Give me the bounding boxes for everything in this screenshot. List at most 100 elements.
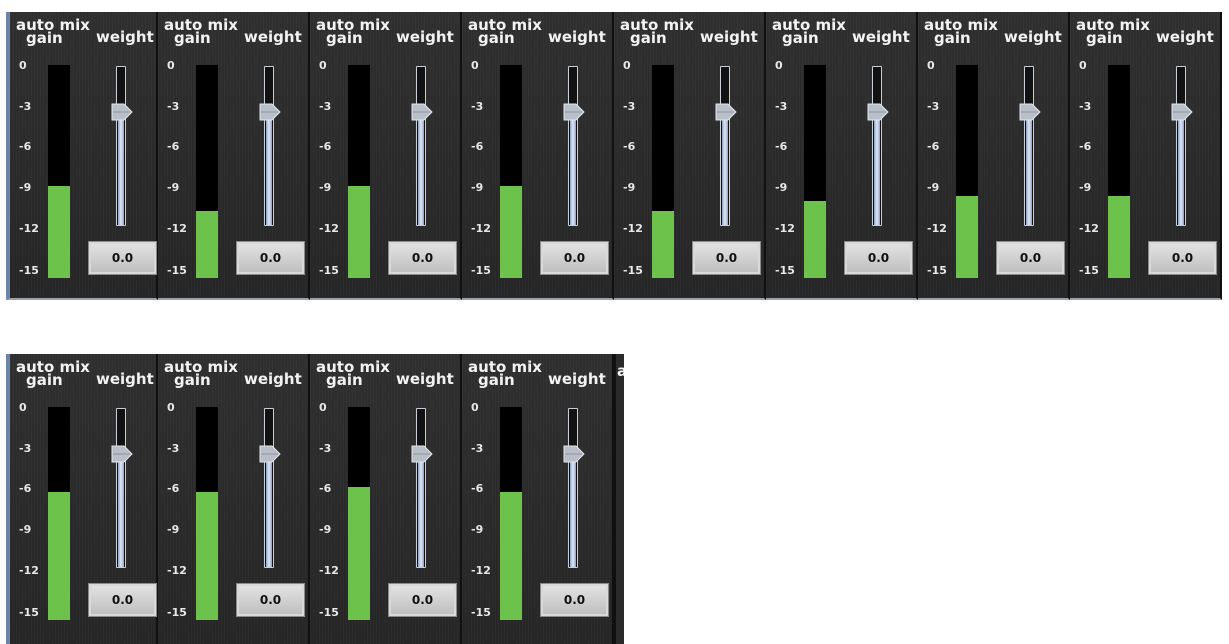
gain-meter — [1108, 65, 1130, 278]
weight-value-field[interactable]: 0.0 — [540, 583, 609, 617]
scale-tick-label: -12 — [19, 222, 39, 235]
scale-tick-label: 0 — [927, 59, 935, 72]
weight-label: weight — [244, 370, 302, 388]
weight-fader-track[interactable] — [1024, 66, 1034, 226]
gain-meter-level — [348, 186, 370, 278]
channel-strip: auto mix gain weight 0 -3 -6 -9 -12 -15 0.0 — [310, 12, 462, 300]
weight-fader-track[interactable] — [568, 408, 578, 568]
scale-tick-label: -15 — [927, 264, 947, 277]
weight-label: weight — [396, 370, 454, 388]
weight-label: weight — [96, 370, 154, 388]
channel-strip: auto mix gain weight 0 -3 -6 -9 -12 -15 0.0 — [462, 354, 614, 644]
weight-fader-track[interactable] — [416, 408, 426, 568]
gain-meter-level — [500, 186, 522, 278]
weight-fader-handle[interactable] — [410, 102, 434, 122]
weight-fader-fill — [418, 111, 424, 225]
auto-mix-gain-label: auto mix gain — [316, 18, 406, 47]
channel-strip: auto mix gain weight 0 -3 -6 -9 -12 -15 0.0 — [614, 12, 766, 300]
gain-label-line1: auto mix — [924, 16, 998, 34]
weight-fader-track[interactable] — [720, 66, 730, 226]
mixer-row-1: auto mix gain weight 0 -3 -6 -9 -12 -15 0.0 auto m… — [6, 12, 1222, 300]
weight-value-field[interactable]: 0.0 — [236, 241, 305, 275]
scale-tick-label: -9 — [927, 181, 940, 194]
weight-value-field[interactable]: 0.0 — [388, 241, 457, 275]
weight-fader-track[interactable] — [264, 66, 274, 226]
weight-label: weight — [1004, 28, 1062, 46]
auto-mix-gain-label: auto mix gain — [16, 360, 106, 388]
weight-fader-fill — [266, 111, 272, 225]
channel-strip: auto mix gain weight 0 -3 -6 -9 -12 -15 0.0 — [1070, 12, 1222, 300]
scale-tick-label: -6 — [19, 140, 32, 153]
gain-label-line2: gain — [478, 371, 515, 389]
scale-tick-label: 0 — [319, 401, 327, 414]
gain-meter-level — [48, 492, 70, 620]
weight-fader-handle[interactable] — [866, 102, 890, 122]
gain-label-line2: gain — [174, 29, 211, 47]
scale-tick-label: -6 — [1079, 140, 1092, 153]
weight-value-field[interactable]: 0.0 — [236, 583, 305, 617]
weight-value-field[interactable]: 0.0 — [996, 241, 1065, 275]
gain-meter-level — [500, 492, 522, 620]
weight-fader-fill — [874, 111, 880, 225]
weight-label: weight — [548, 370, 606, 388]
weight-fader-track[interactable] — [1176, 66, 1186, 226]
weight-fader-track[interactable] — [264, 408, 274, 568]
scale-tick-label: -12 — [19, 564, 39, 577]
weight-fader-handle[interactable] — [410, 444, 434, 464]
weight-value-field[interactable]: 0.0 — [88, 241, 157, 275]
weight-fader-track[interactable] — [116, 66, 126, 226]
scale-tick-label: -3 — [775, 100, 788, 113]
weight-value-field[interactable]: 0.0 — [1148, 241, 1217, 275]
gain-label-line2: gain — [326, 29, 363, 47]
weight-value-field[interactable]: 0.0 — [88, 583, 157, 617]
scale-tick-label: -12 — [471, 564, 491, 577]
weight-fader-handle[interactable] — [562, 102, 586, 122]
weight-label: weight — [700, 28, 758, 46]
gain-label-line1: auto mix — [1076, 16, 1150, 34]
scale-tick-label: -3 — [167, 442, 180, 455]
scale-tick-label: -3 — [19, 100, 32, 113]
scale-tick-label: -6 — [319, 140, 332, 153]
weight-fader-handle[interactable] — [714, 102, 738, 122]
weight-fader-track[interactable] — [568, 66, 578, 226]
weight-fader-track[interactable] — [116, 408, 126, 568]
weight-fader-handle[interactable] — [1018, 102, 1042, 122]
scale-tick-label: -12 — [167, 564, 187, 577]
weight-value-field[interactable]: 0.0 — [844, 241, 913, 275]
scale-tick-label: 0 — [471, 59, 479, 72]
weight-fader-handle[interactable] — [258, 102, 282, 122]
weight-fader-fill — [570, 453, 576, 567]
weight-fader-track[interactable] — [416, 66, 426, 226]
scale-tick-label: -6 — [167, 482, 180, 495]
scale-tick-label: -3 — [1079, 100, 1092, 113]
auto-mix-gain-label: auto mix gain — [620, 18, 710, 46]
gain-meter — [500, 65, 522, 278]
scale-tick-label: -6 — [775, 140, 788, 153]
weight-value-field[interactable]: 0.0 — [692, 241, 761, 275]
gain-label-line1: auto mix — [316, 358, 390, 376]
channel-strip: auto mix gain weight 0 -3 -6 -9 -12 -15 0.0 — [6, 12, 158, 300]
gain-meter-level — [196, 211, 218, 278]
scale-tick-label: -9 — [167, 181, 180, 194]
weight-value-field[interactable]: 0.0 — [388, 583, 457, 617]
gain-label-line2: gain — [478, 29, 515, 47]
gain-label-line1: auto mix — [468, 16, 542, 34]
scale-tick-label: -9 — [19, 523, 32, 536]
weight-value-field[interactable]: 0.0 — [540, 241, 609, 275]
mixer-row-2: auto mix gain weight 0 -3 -6 -9 -12 -15 0.0 auto m… — [6, 354, 624, 644]
weight-fader-handle[interactable] — [258, 444, 282, 464]
weight-fader-handle[interactable] — [562, 444, 586, 464]
weight-fader-track[interactable] — [872, 66, 882, 226]
gain-meter-level — [804, 201, 826, 278]
gain-label-line2: gain — [934, 29, 971, 47]
weight-fader-handle[interactable] — [110, 444, 134, 464]
scale-tick-label: 0 — [167, 59, 175, 72]
weight-fader-handle[interactable] — [110, 102, 134, 122]
scale-tick-label: -3 — [19, 442, 32, 455]
auto-mix-gain-label: auto mix gain — [772, 18, 862, 46]
auto-mix-gain-label: auto mix gain — [16, 18, 106, 46]
weight-fader-handle[interactable] — [1170, 102, 1194, 122]
auto-mix-gain-label: auto mix gain — [316, 358, 406, 388]
scale-tick-label: 0 — [623, 59, 631, 72]
gain-meter-level — [956, 196, 978, 278]
